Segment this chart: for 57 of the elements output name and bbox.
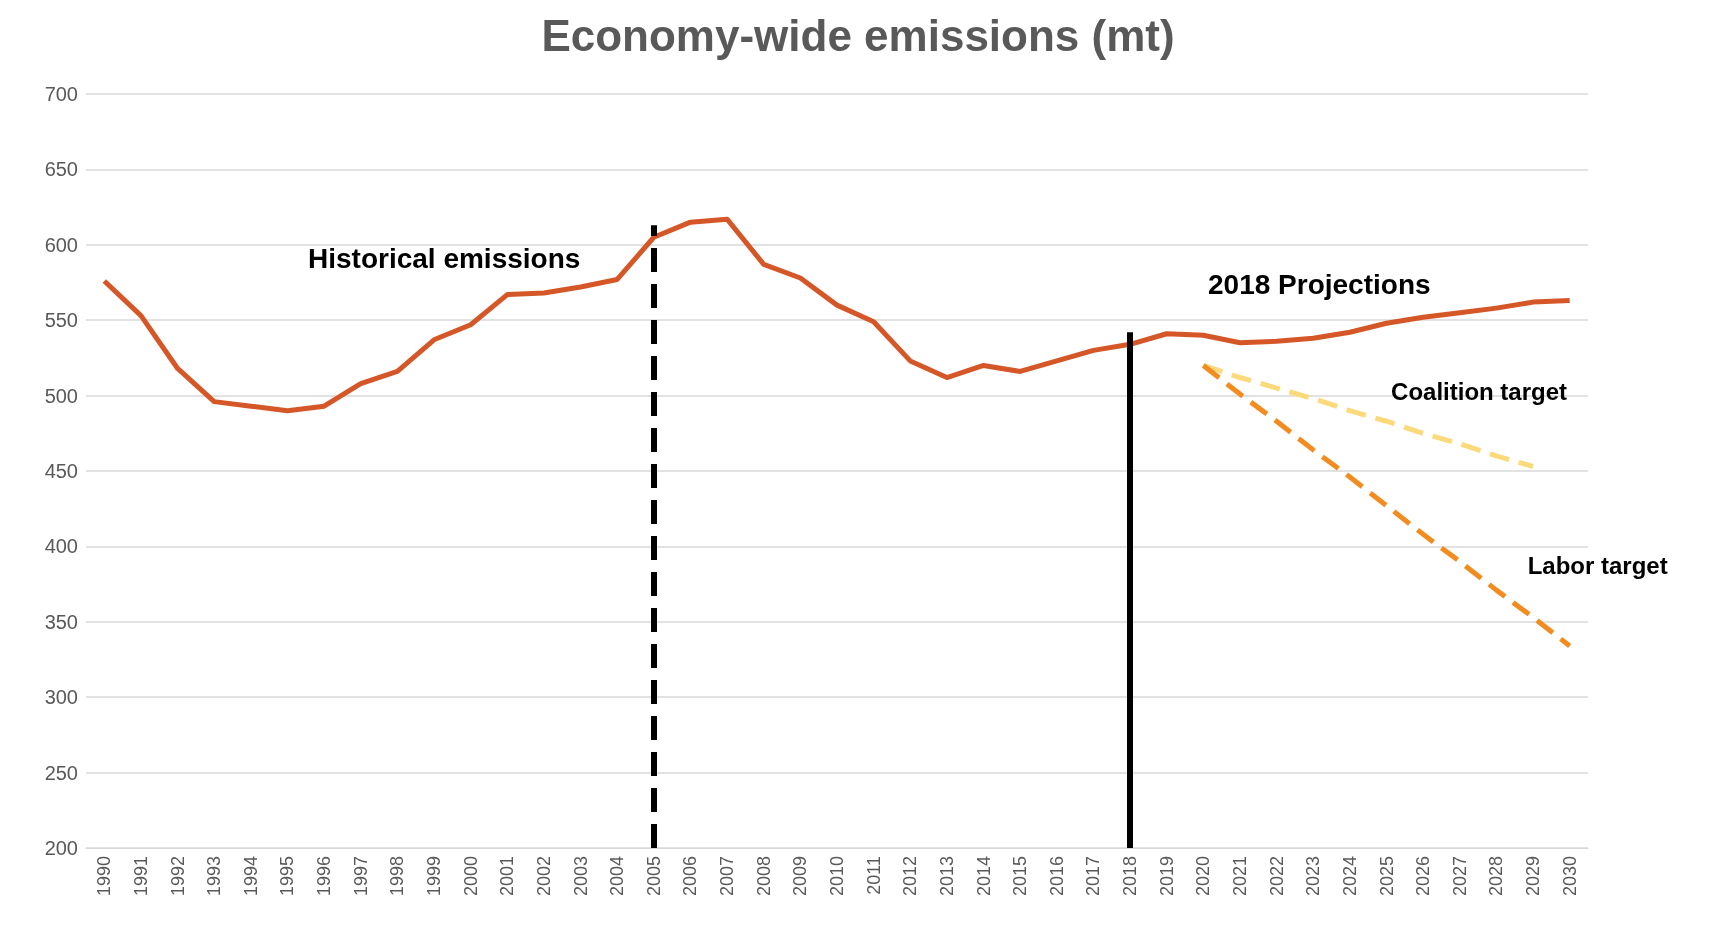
x-tick-label: 2019	[1156, 856, 1177, 897]
x-tick-label: 2018	[1120, 856, 1141, 897]
x-tick-label: 2029	[1523, 856, 1544, 897]
x-tick-label: 2027	[1449, 856, 1470, 897]
y-tick-label: 200	[44, 837, 78, 859]
x-tick-label: 2009	[790, 856, 811, 897]
series-label: Labor target	[1527, 552, 1668, 580]
x-tick-label: 1995	[277, 856, 298, 897]
x-tick-label: 2025	[1376, 856, 1397, 897]
x-tick-label: 2028	[1486, 856, 1507, 897]
y-tick-label: 450	[44, 460, 78, 482]
x-tick-label: 1991	[130, 856, 151, 897]
annotation: Historical emissions	[308, 242, 581, 274]
x-tick-label: 2023	[1303, 856, 1324, 897]
y-tick-label: 700	[44, 83, 78, 105]
x-tick-label: 2006	[680, 856, 701, 897]
x-tick-label: 1993	[204, 856, 225, 897]
y-tick-label: 650	[44, 158, 78, 181]
x-tick-label: 2002	[533, 856, 554, 897]
x-tick-label: 2007	[717, 856, 738, 897]
x-tick-label: 1992	[167, 856, 188, 897]
x-tick-label: 2030	[1559, 856, 1580, 897]
x-tick-label: 2003	[570, 856, 591, 897]
x-tick-label: 2024	[1339, 856, 1360, 897]
x-tick-label: 2005	[643, 856, 664, 897]
x-tick-label: 2016	[1046, 856, 1067, 897]
x-tick-label: 1996	[314, 856, 335, 897]
x-tick-label: 2012	[900, 856, 921, 897]
y-tick-label: 250	[44, 761, 78, 784]
x-tick-label: 2004	[607, 856, 628, 897]
x-tick-label: 1998	[387, 856, 408, 897]
y-tick-label: 300	[44, 686, 78, 709]
x-tick-label: 2015	[1010, 856, 1031, 897]
y-tick-label: 500	[44, 384, 78, 407]
x-tick-label: 2010	[827, 856, 847, 897]
x-tick-label: 2008	[753, 856, 774, 897]
y-tick-label: 400	[44, 535, 78, 558]
x-tick-label: 2021	[1229, 856, 1250, 897]
x-tick-label: 1999	[424, 856, 445, 897]
x-tick-label: 2026	[1413, 856, 1434, 897]
x-tick-label: 1997	[350, 856, 371, 897]
x-tick-label: 2020	[1193, 856, 1214, 897]
x-tick-label: 2022	[1266, 856, 1287, 897]
y-tick-label: 350	[44, 610, 78, 633]
x-tick-label: 2011	[863, 856, 884, 895]
x-tick-label: 2017	[1083, 856, 1104, 897]
series-label: Coalition target	[1391, 377, 1568, 405]
x-tick-label: 2001	[497, 856, 518, 897]
y-tick-label: 550	[44, 309, 78, 332]
x-tick-label: 2000	[460, 856, 481, 897]
x-tick-label: 2014	[973, 856, 994, 897]
x-tick-label: 2013	[936, 856, 957, 897]
chart-title: Economy-wide emissions (mt)	[541, 10, 1175, 60]
annotation: 2018 Projections	[1208, 268, 1431, 300]
x-tick-label: 1994	[240, 856, 261, 897]
y-tick-label: 600	[44, 233, 78, 256]
x-tick-label: 1990	[94, 856, 115, 897]
